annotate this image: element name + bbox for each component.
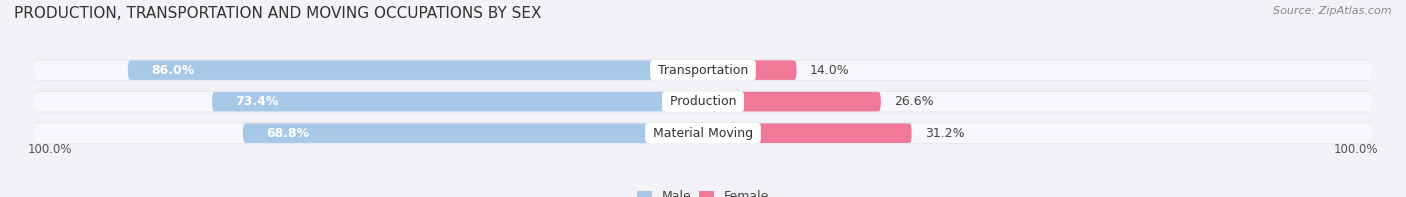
FancyBboxPatch shape: [243, 123, 703, 143]
Text: 68.8%: 68.8%: [266, 127, 309, 140]
Text: 31.2%: 31.2%: [925, 127, 965, 140]
Text: 73.4%: 73.4%: [235, 95, 278, 108]
FancyBboxPatch shape: [34, 60, 1372, 80]
FancyBboxPatch shape: [703, 60, 797, 80]
Text: 26.6%: 26.6%: [894, 95, 934, 108]
Text: 100.0%: 100.0%: [1334, 143, 1378, 156]
Legend: Male, Female: Male, Female: [631, 185, 775, 197]
Text: Material Moving: Material Moving: [650, 127, 756, 140]
FancyBboxPatch shape: [128, 60, 703, 80]
Text: 86.0%: 86.0%: [152, 64, 194, 77]
FancyBboxPatch shape: [34, 59, 1372, 81]
FancyBboxPatch shape: [34, 92, 1372, 112]
FancyBboxPatch shape: [212, 92, 703, 112]
Text: Source: ZipAtlas.com: Source: ZipAtlas.com: [1274, 6, 1392, 16]
FancyBboxPatch shape: [703, 92, 882, 112]
Text: Transportation: Transportation: [654, 64, 752, 77]
Text: PRODUCTION, TRANSPORTATION AND MOVING OCCUPATIONS BY SEX: PRODUCTION, TRANSPORTATION AND MOVING OC…: [14, 6, 541, 21]
FancyBboxPatch shape: [703, 123, 911, 143]
Text: 14.0%: 14.0%: [810, 64, 849, 77]
FancyBboxPatch shape: [34, 91, 1372, 113]
Text: 100.0%: 100.0%: [28, 143, 72, 156]
Text: Production: Production: [666, 95, 740, 108]
FancyBboxPatch shape: [34, 122, 1372, 144]
FancyBboxPatch shape: [34, 123, 1372, 143]
